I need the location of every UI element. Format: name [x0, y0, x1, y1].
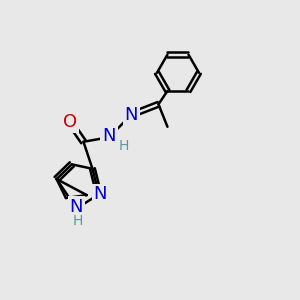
- Text: N: N: [125, 106, 138, 124]
- Text: H: H: [118, 139, 129, 153]
- Text: N: N: [94, 185, 107, 203]
- Text: O: O: [63, 113, 77, 131]
- Text: N: N: [102, 127, 116, 145]
- Text: N: N: [70, 198, 83, 216]
- Text: H: H: [73, 214, 83, 228]
